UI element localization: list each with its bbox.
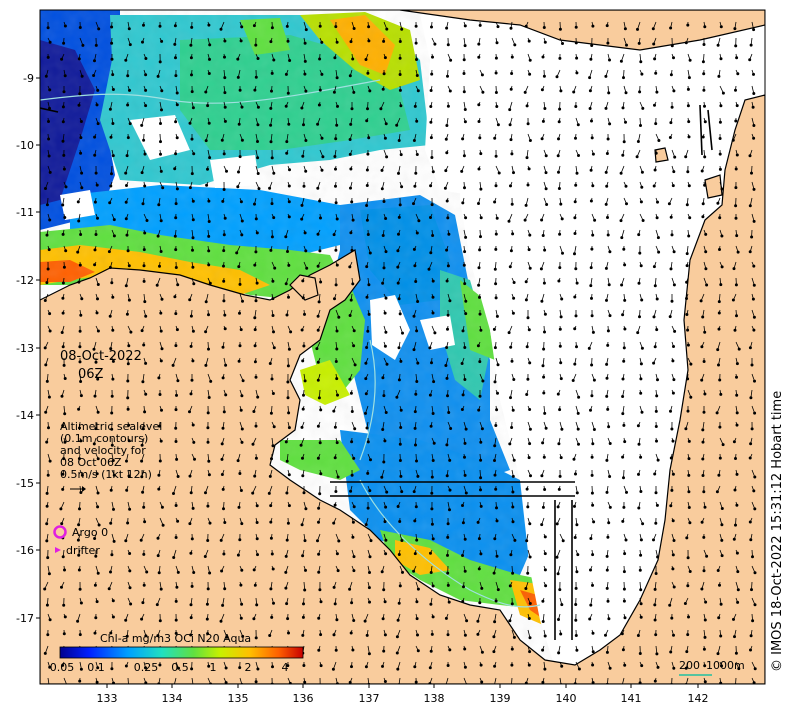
x-tick-label: 139 (490, 692, 511, 705)
y-tick-label: -9 (23, 72, 34, 85)
colorbar-tick-label: 2 (245, 661, 252, 674)
colorbar-tick-label: 0.25 (134, 661, 159, 674)
plot-frame (39, 9, 766, 685)
land (40, 10, 765, 684)
legend-line-5: 0.5m/s (1kt 12h) (60, 468, 152, 481)
x-tick-label: 141 (621, 692, 642, 705)
colorbar-title: Chl-a mg/m3 OCi N20 Aqua (100, 632, 251, 645)
colorbar-ticks: 0.05 0.1 0.25 0.5 1 2 4 (50, 661, 289, 674)
time-label: 06Z (78, 367, 104, 382)
drifter-label: drifter (66, 544, 100, 557)
velocity-scale-arrow-icon (70, 486, 86, 492)
colorbar-tick-label: 0.1 (87, 661, 105, 674)
x-tick-label: 142 (688, 692, 709, 705)
legend-line-4: 08 Oct 06Z (60, 456, 122, 469)
colorbar-tick-label: 0.5 (171, 661, 189, 674)
y-tick-label: -11 (16, 206, 34, 219)
colorbar-tick-label: 0.05 (50, 661, 75, 674)
y-tick-label: -17 (16, 612, 34, 625)
x-tick-label: 133 (97, 692, 118, 705)
x-tick-label: 135 (228, 692, 249, 705)
y-tick-label: -13 (16, 342, 34, 355)
drifter-legend: drifter (55, 544, 100, 557)
x-tick-label: 134 (162, 692, 183, 705)
argo-circle-icon (53, 525, 67, 539)
credit-text: © IMOS 18-Oct-2022 15:31:12 Hobart time (770, 391, 785, 672)
y-tick-label: -14 (16, 409, 34, 422)
y-tick-label: -12 (16, 274, 34, 287)
velocity-legend: Altimetric sealevel (0.1m contours) and … (60, 420, 162, 492)
x-tick-label: 136 (293, 692, 314, 705)
x-axis: 133 134 135 136 137 138 139 140 141 142 (97, 684, 709, 705)
y-tick-label: -15 (16, 477, 34, 490)
scale-bar-left-label: 200 (679, 659, 700, 672)
scale-bar-right-label: 1000m (706, 659, 745, 672)
sealevel-contours (40, 79, 541, 608)
strong-currents (40, 104, 713, 640)
velocity-arrows (43, 21, 757, 684)
date-label: 08-Oct-2022 (60, 349, 142, 364)
plot-area (40, 10, 765, 684)
colorbar-tick-label: 1 (210, 661, 217, 674)
y-tick-label: -10 (16, 139, 34, 152)
colorbar-tick-label: 4 (282, 661, 289, 674)
argo-legend: Argo 0 (53, 525, 108, 539)
legend-line-2: (0.1m contours) (60, 432, 148, 445)
x-tick-label: 138 (424, 692, 445, 705)
legend-line-1: Altimetric sealevel (60, 420, 162, 433)
x-tick-label: 137 (359, 692, 380, 705)
x-tick-label: 140 (556, 692, 577, 705)
y-tick-label: -16 (16, 544, 34, 557)
y-axis: -9 -10 -11 -12 -13 -14 -15 -16 -17 (16, 72, 40, 625)
drifter-marker-icon (55, 547, 61, 553)
scale-bar: 200 1000m (679, 659, 745, 676)
colorbar-ramp (59, 646, 304, 659)
colorbar: Chl-a mg/m3 OCi N20 Aqua 0.05 0.1 0.25 0.5 1… (50, 632, 304, 674)
argo-label: Argo 0 (72, 526, 108, 539)
legend-line-3: and velocity for (60, 444, 146, 457)
